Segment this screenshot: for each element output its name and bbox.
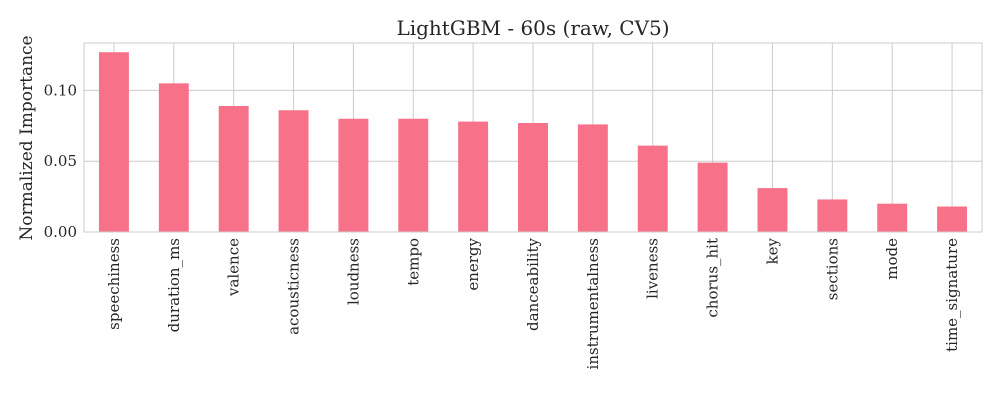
bar-danceability — [518, 122, 548, 232]
x-tick-label: tempo — [404, 238, 422, 286]
bar-speechiness — [98, 52, 129, 233]
x-tick-label: valence — [225, 238, 243, 297]
bar-mode — [877, 203, 908, 232]
y-tick-label: 0.05 — [44, 152, 77, 170]
bar-liveness — [637, 145, 668, 232]
bar-loudness — [338, 118, 369, 232]
x-tick-label: chorus_hit — [704, 238, 722, 318]
x-tick-label: liveness — [644, 238, 662, 299]
x-tick-label: mode — [883, 238, 901, 280]
plot-frame — [83, 42, 983, 233]
bars-layer — [98, 52, 968, 233]
bar-energy — [458, 121, 489, 232]
bar-duration-ms — [158, 83, 189, 232]
bar-key — [757, 188, 788, 232]
x-tick-label: duration_ms — [165, 238, 183, 332]
x-tick-label: instrumentalness — [584, 238, 602, 369]
bar-chorus-hit — [697, 162, 728, 232]
bar-time-signature — [937, 206, 968, 232]
y-axis-label: Normalized Importance — [17, 35, 37, 240]
x-tick-label: acousticness — [285, 238, 303, 335]
x-tick-label: key — [763, 237, 781, 264]
x-tick-label: danceability — [524, 237, 542, 330]
bar-sections — [817, 199, 848, 232]
x-tick-labels: speechiness duration_ms valence acousticnes… — [105, 237, 961, 369]
x-tick-label: loudness — [344, 238, 362, 305]
x-tick-label: speechiness — [105, 238, 123, 330]
x-tick-label: energy — [464, 237, 482, 290]
y-tick-labels: 0.00 0.05 0.10 — [44, 81, 77, 241]
x-tick-label: time_signature — [943, 238, 961, 352]
bar-instrumentalness — [577, 124, 608, 232]
chart-title: LightGBM - 60s (raw, CV5) — [396, 16, 669, 40]
bar-valence — [218, 106, 249, 232]
y-tick-label: 0.00 — [44, 223, 77, 241]
bar-tempo — [398, 118, 429, 232]
y-tick-label: 0.10 — [44, 81, 77, 99]
x-tick-label: sections — [823, 238, 841, 300]
bar-acousticness — [278, 110, 309, 232]
